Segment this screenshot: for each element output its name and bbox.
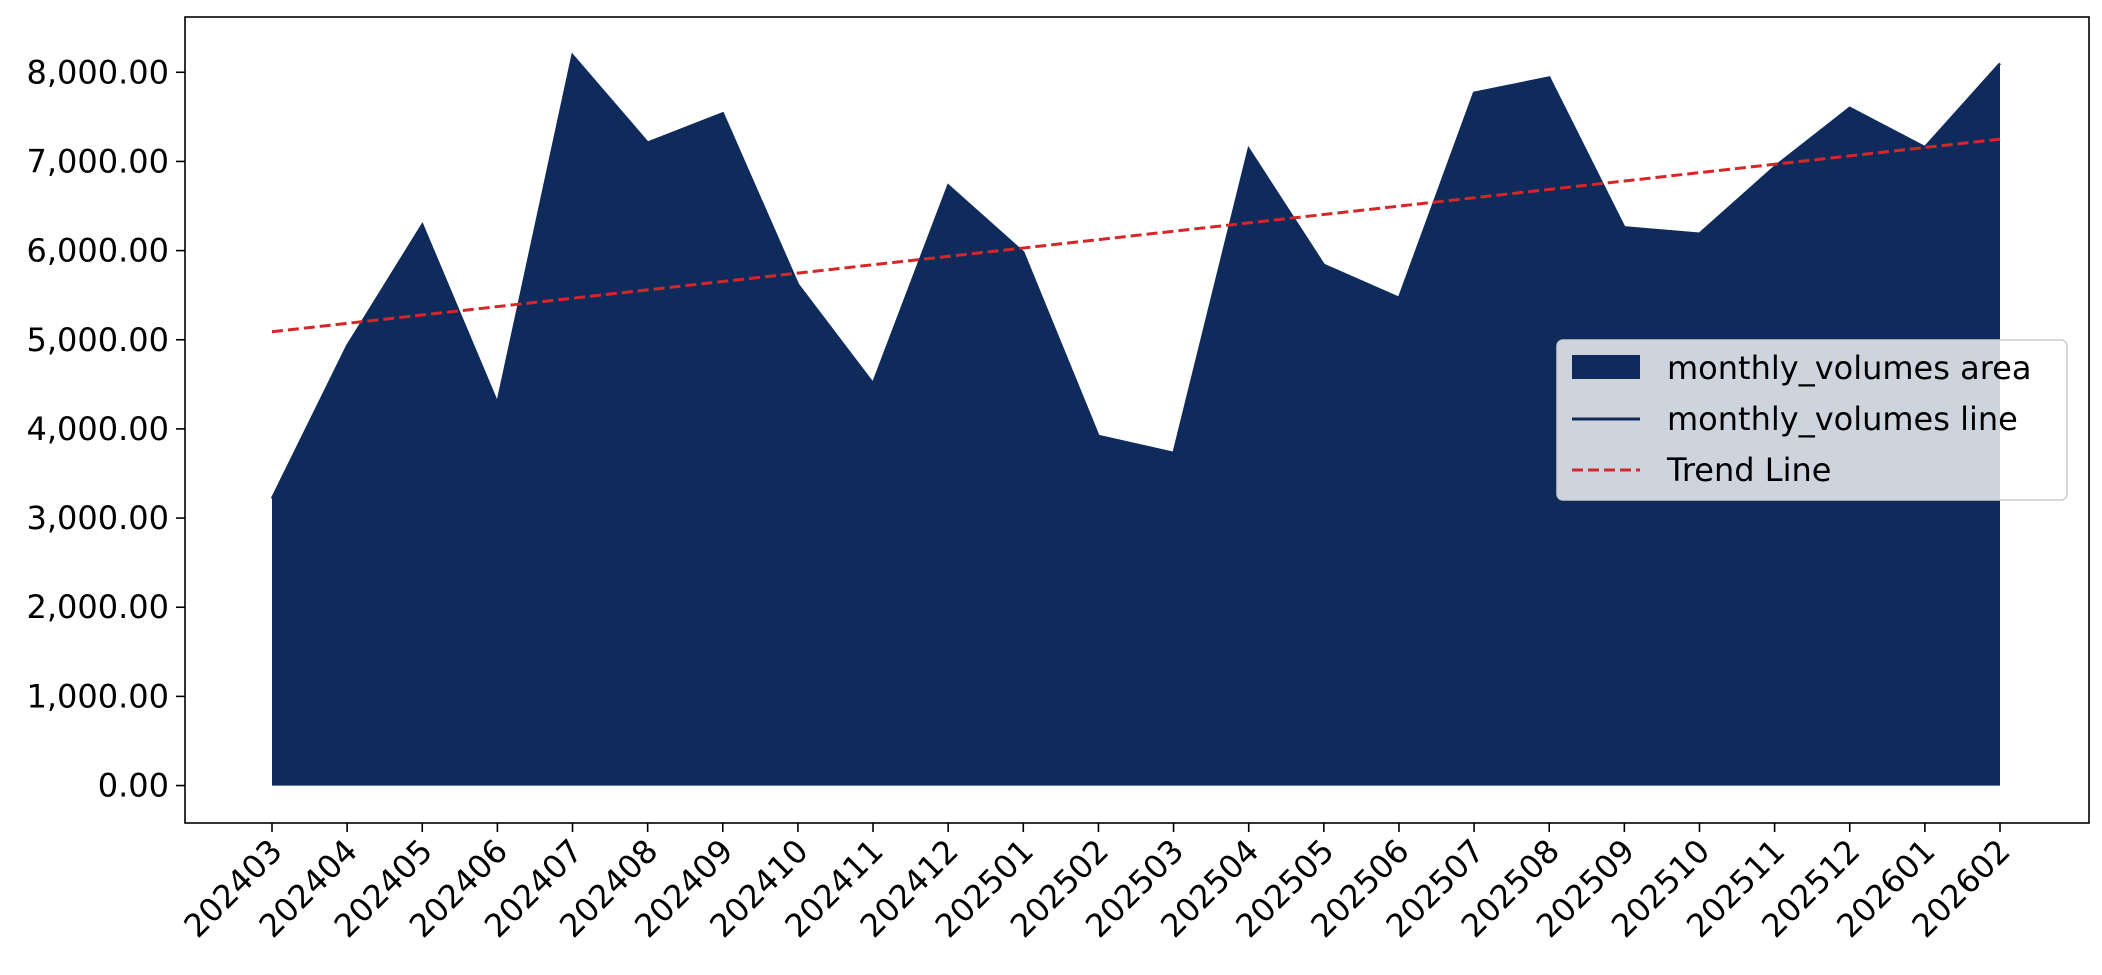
trend-line (271, 137, 2001, 334)
y-tick-label: 7,000.00 (27, 142, 170, 180)
y-axis: 0.00 1,000.00 2,000.00 3,000.00 4,000.00 5,00… (27, 53, 185, 805)
legend-label-trend: Trend Line (1666, 451, 1831, 489)
legend-label-area: monthly_volumes area (1667, 349, 2031, 387)
y-tick-label: 8,000.00 (27, 53, 170, 91)
y-tick-label: 3,000.00 (27, 499, 170, 537)
legend-swatch-area (1572, 355, 1640, 379)
y-tick-label: 6,000.00 (27, 232, 170, 270)
y-tick-label: 5,000.00 (27, 321, 170, 359)
y-tick-label: 0.00 (98, 767, 169, 805)
x-axis: 2024032024042024052024062024072024082024… (176, 823, 2018, 945)
monthly-volumes-area (272, 55, 2000, 786)
y-tick-label: 4,000.00 (27, 410, 170, 448)
monthly-volumes-line (270, 52, 2001, 500)
y-tick-label: 1,000.00 (27, 677, 170, 715)
y-tick-label: 2,000.00 (27, 588, 170, 626)
legend-label-line: monthly_volumes line (1667, 400, 2018, 438)
legend: monthly_volumes area monthly_volumes lin… (1556, 339, 2068, 501)
legend-box (1556, 339, 2068, 501)
